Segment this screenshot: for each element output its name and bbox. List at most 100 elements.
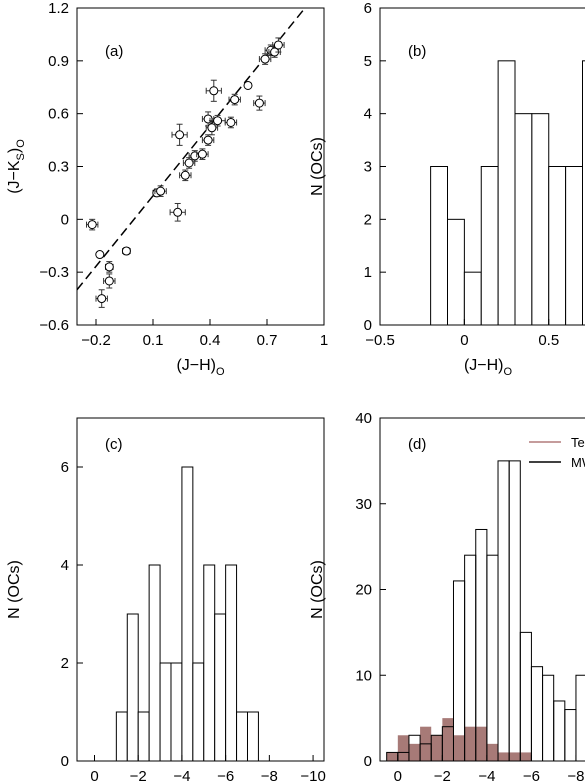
x-axis-label: (J−H)O <box>176 357 225 378</box>
histogram-bar-filled <box>520 752 532 761</box>
y-axis-label: N (OCs) <box>6 560 23 619</box>
y-axis-label-close: ) <box>6 148 23 153</box>
data-point <box>196 148 209 160</box>
x-axis-label: (J−H)O <box>464 357 513 378</box>
panel-label: (a) <box>105 43 123 60</box>
histogram-bar <box>548 166 567 326</box>
y-axis-label: N (OCs) <box>309 560 326 619</box>
y-axis-label-sub: S <box>15 153 27 160</box>
point-marker <box>260 54 270 64</box>
plot-area-b <box>430 60 585 326</box>
histogram-bar <box>192 662 205 762</box>
histogram-bar-filled <box>475 726 487 761</box>
y-tick-label: 0.3 <box>48 159 69 176</box>
x-tick-label: −0.2 <box>81 332 111 349</box>
histogram-bar <box>115 711 128 762</box>
y-tick-label: 1 <box>364 264 372 281</box>
y-tick-label: 0 <box>61 753 69 770</box>
histogram-bar <box>475 528 488 762</box>
data-point <box>171 123 188 146</box>
point-marker <box>197 149 207 159</box>
y-tick-label: 5 <box>364 53 372 70</box>
x-axis-label-sub: O <box>504 366 513 378</box>
x-tick-label: 0.5 <box>538 332 559 349</box>
y-tick-label: 30 <box>355 496 372 513</box>
histogram-bar <box>553 700 566 762</box>
y-tick-label: 0 <box>364 317 372 334</box>
x-tick-label: 1 <box>320 332 328 349</box>
histogram-bar-filled <box>486 743 499 761</box>
y-tick-label: 0.9 <box>48 53 69 70</box>
x-tick-label: −4 <box>173 768 190 782</box>
histogram-bar <box>486 554 499 762</box>
x-tick-label: 0.7 <box>257 332 278 349</box>
y-tick-label: 6 <box>61 459 69 476</box>
histogram-bar-filled <box>397 735 409 761</box>
point-marker <box>184 158 194 168</box>
data-point <box>182 157 196 169</box>
y-tick-label: 0 <box>61 211 69 228</box>
histogram-bar <box>531 113 550 326</box>
point-marker <box>95 250 105 260</box>
y-tick-label: 10 <box>355 667 372 684</box>
legend-label: MW <box>571 455 585 470</box>
data-point <box>86 218 99 231</box>
histogram-bar-filled <box>464 726 476 761</box>
histogram-bar <box>246 711 259 762</box>
histogram-bar <box>497 60 516 326</box>
plot-frame <box>379 417 585 762</box>
point-marker <box>207 123 217 133</box>
panel-a: −0.2 0.1 0.4 0.7 1 −0.6 −0.3 0 0.3 0.6 0.9 1.2 (a) (J… <box>6 0 328 378</box>
x-tick-label: −6 <box>217 768 234 782</box>
histogram-bar <box>508 460 521 762</box>
histogram-bar <box>430 166 448 326</box>
histogram-bar <box>575 674 585 762</box>
x-axis-label-sub: O <box>216 366 225 378</box>
histogram-bar <box>530 666 544 762</box>
y-tick-label: −0.3 <box>39 264 69 281</box>
data-point <box>121 246 131 256</box>
x-axis-label-main: (J−H) <box>464 357 504 374</box>
data-point <box>95 289 108 308</box>
histogram-bar <box>519 631 532 762</box>
histogram-bar-filled <box>498 752 510 761</box>
x-tick-label: 0 <box>394 768 402 782</box>
data-point <box>243 80 253 90</box>
data-point <box>104 261 114 273</box>
y-axis-label: N (OCs) <box>309 137 326 196</box>
histogram-bar <box>480 166 499 326</box>
point-marker <box>213 116 223 126</box>
plot-frame <box>76 417 325 762</box>
histogram-bar <box>148 564 161 762</box>
point-marker <box>104 276 114 286</box>
histogram-bar <box>463 271 482 326</box>
data-point <box>205 79 222 102</box>
point-marker <box>121 246 131 256</box>
data-point <box>179 169 192 182</box>
point-marker <box>226 117 236 127</box>
histogram-bar <box>497 460 510 762</box>
data-point <box>258 53 272 65</box>
y-tick-label: 3 <box>364 159 372 176</box>
y-tick-label: 2 <box>364 211 372 228</box>
x-tick-label: −6 <box>523 768 540 782</box>
point-marker <box>173 207 183 217</box>
point-marker <box>97 294 107 304</box>
data-point <box>154 185 167 197</box>
histogram-bar-filled <box>442 718 454 761</box>
y-tick-label: 2 <box>61 655 69 672</box>
x-tick-label: −4 <box>478 768 495 782</box>
data-point <box>253 95 266 111</box>
y-tick-label: 4 <box>61 557 69 574</box>
histogram-bar <box>159 662 172 762</box>
point-marker <box>104 262 114 272</box>
histogram-bar <box>565 166 583 326</box>
histogram-bar <box>564 709 577 762</box>
x-tick-label: −8 <box>567 768 584 782</box>
legend-label: Te <box>571 435 585 450</box>
histogram-bar <box>181 466 194 762</box>
histogram-bar <box>170 662 183 762</box>
x-tick-label: 0.1 <box>143 332 164 349</box>
